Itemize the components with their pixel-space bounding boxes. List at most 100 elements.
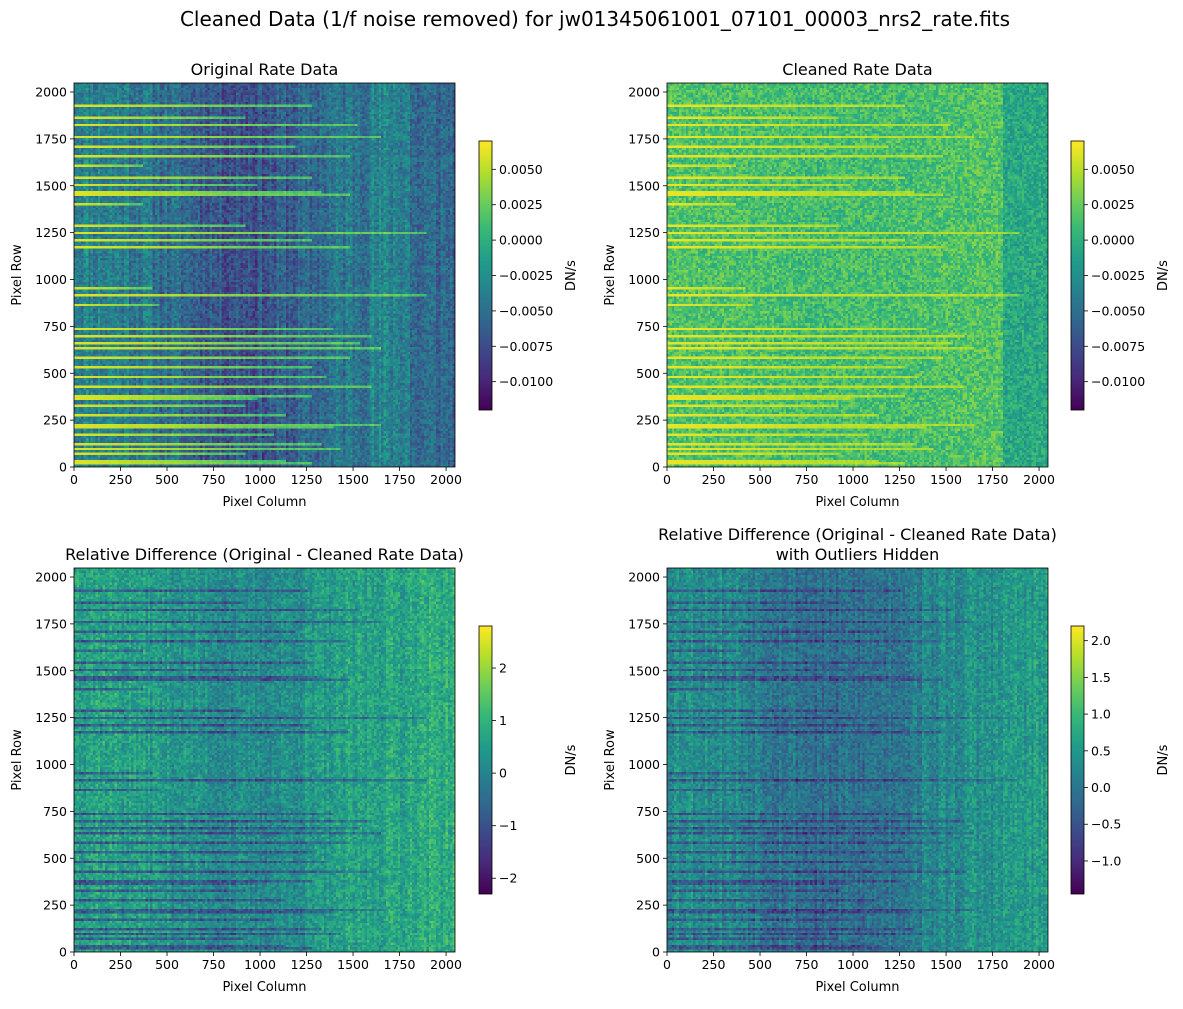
x-tick-label: 2000 bbox=[1023, 957, 1055, 972]
y-tick-label: 2000 bbox=[628, 570, 660, 585]
colorbar-tick-label: 0.5 bbox=[1091, 743, 1111, 758]
colorbar-tick-label: 0.0025 bbox=[499, 197, 543, 212]
colorbar-tick-label: −0.0075 bbox=[499, 339, 553, 354]
colorbar-tick-label: −1 bbox=[499, 818, 517, 833]
heatmap-image bbox=[74, 83, 455, 467]
x-axis-label: Pixel Column bbox=[223, 980, 307, 995]
x-tick-label: 0 bbox=[70, 957, 78, 972]
x-tick-label: 750 bbox=[795, 472, 819, 487]
axes-frame bbox=[73, 82, 456, 468]
x-tick-label: 1000 bbox=[244, 957, 276, 972]
axes-frame bbox=[73, 567, 456, 953]
y-tick-label: 1250 bbox=[628, 225, 660, 240]
colorbar-tick-label: 1 bbox=[499, 713, 507, 728]
colorbar-tick-label: 2 bbox=[499, 661, 507, 676]
y-tick-label: 0 bbox=[652, 460, 660, 475]
y-tick-label: 250 bbox=[43, 413, 67, 428]
colorbar-gradient bbox=[1071, 141, 1084, 410]
y-tick-label: 1000 bbox=[35, 272, 67, 287]
y-tick-label: 0 bbox=[59, 945, 67, 960]
x-tick-label: 2000 bbox=[430, 957, 462, 972]
panel-2: Cleaned Rate Data 0 250 500 750 1000 1250 1500 1… bbox=[603, 60, 1171, 510]
colorbar-tick-label: 2.0 bbox=[1091, 633, 1111, 648]
x-tick-label: 1000 bbox=[244, 472, 276, 487]
x-tick-label: 750 bbox=[202, 957, 226, 972]
y-tick-label: 1750 bbox=[628, 616, 660, 631]
colorbar-tick-label: 0.0050 bbox=[499, 162, 543, 177]
colorbar-gradient bbox=[1071, 626, 1084, 894]
x-axis-label: Pixel Column bbox=[223, 495, 307, 510]
x-tick-label: 1750 bbox=[977, 957, 1009, 972]
x-tick-label: 1500 bbox=[930, 472, 962, 487]
x-tick-label: 1750 bbox=[384, 472, 416, 487]
y-tick-label: 500 bbox=[636, 366, 660, 381]
colorbar-tick-label: −0.0050 bbox=[499, 303, 553, 318]
colorbar-gradient bbox=[479, 626, 492, 894]
x-tick-label: 1000 bbox=[837, 957, 869, 972]
y-tick-label: 0 bbox=[59, 460, 67, 475]
y-tick-label: 750 bbox=[43, 319, 67, 334]
colorbar-tick-label: 0.0000 bbox=[1091, 233, 1135, 248]
colorbar-label: DN/s bbox=[564, 260, 579, 291]
x-tick-label: 500 bbox=[155, 957, 179, 972]
colorbar-tick-label: −0.0100 bbox=[499, 374, 553, 389]
x-tick-label: 1250 bbox=[884, 472, 916, 487]
axes-frame bbox=[666, 82, 1049, 468]
x-tick-label: 1500 bbox=[930, 957, 962, 972]
y-tick-label: 1750 bbox=[35, 616, 67, 631]
y-axis-label: Pixel Row bbox=[603, 729, 618, 791]
y-tick-label: 2000 bbox=[35, 85, 67, 100]
y-tick-label: 1500 bbox=[35, 663, 67, 678]
y-tick-label: 1000 bbox=[628, 757, 660, 772]
colorbar-tick-label: 0.0050 bbox=[1091, 162, 1135, 177]
x-tick-label: 250 bbox=[702, 957, 726, 972]
y-tick-label: 500 bbox=[636, 851, 660, 866]
y-tick-label: 1500 bbox=[628, 663, 660, 678]
x-tick-label: 750 bbox=[202, 472, 226, 487]
y-tick-label: 250 bbox=[636, 413, 660, 428]
x-tick-label: 750 bbox=[795, 957, 819, 972]
y-tick-label: 1250 bbox=[628, 710, 660, 725]
figure-suptitle: Cleaned Data (1/f noise removed) for jw0… bbox=[180, 7, 1010, 31]
panel-title: Cleaned Rate Data bbox=[782, 60, 932, 79]
colorbar-tick-label: −1.0 bbox=[1091, 853, 1121, 868]
colorbar-tick-label: 1.5 bbox=[1091, 670, 1111, 685]
x-tick-label: 1750 bbox=[384, 957, 416, 972]
y-axis-label: Pixel Row bbox=[603, 244, 618, 306]
x-tick-label: 0 bbox=[663, 957, 671, 972]
y-tick-label: 500 bbox=[43, 851, 67, 866]
colorbar-tick-label: −0.0025 bbox=[1091, 268, 1145, 283]
y-tick-label: 1750 bbox=[628, 131, 660, 146]
y-tick-label: 1250 bbox=[35, 225, 67, 240]
colorbar-frame bbox=[478, 625, 493, 895]
y-tick-label: 2000 bbox=[628, 85, 660, 100]
x-tick-label: 2000 bbox=[430, 472, 462, 487]
colorbar-label: DN/s bbox=[1156, 744, 1171, 775]
y-tick-label: 1250 bbox=[35, 710, 67, 725]
y-tick-label: 250 bbox=[636, 898, 660, 913]
x-tick-label: 1750 bbox=[977, 472, 1009, 487]
heatmap-image bbox=[667, 83, 1048, 467]
colorbar-tick-label: −0.0100 bbox=[1091, 374, 1145, 389]
x-tick-label: 1250 bbox=[291, 472, 323, 487]
x-tick-label: 1250 bbox=[291, 957, 323, 972]
colorbar-tick-label: 0 bbox=[499, 766, 507, 781]
panel-title: Original Rate Data bbox=[191, 60, 339, 79]
x-tick-label: 500 bbox=[748, 957, 772, 972]
colorbar-tick-label: −2 bbox=[499, 871, 517, 886]
x-tick-label: 500 bbox=[155, 472, 179, 487]
heatmap-image bbox=[74, 568, 455, 952]
colorbar-gradient bbox=[479, 141, 492, 410]
y-tick-label: 500 bbox=[43, 366, 67, 381]
colorbar-tick-label: −0.5 bbox=[1091, 817, 1121, 832]
y-tick-label: 750 bbox=[43, 804, 67, 819]
panel-title: Relative Difference (Original - Cleaned … bbox=[658, 525, 1057, 544]
y-axis-label: Pixel Row bbox=[10, 729, 25, 791]
colorbar-tick-label: 0.0025 bbox=[1091, 197, 1135, 212]
x-tick-label: 250 bbox=[109, 957, 133, 972]
y-tick-label: 1750 bbox=[35, 131, 67, 146]
y-tick-label: 750 bbox=[636, 319, 660, 334]
y-tick-label: 0 bbox=[652, 945, 660, 960]
